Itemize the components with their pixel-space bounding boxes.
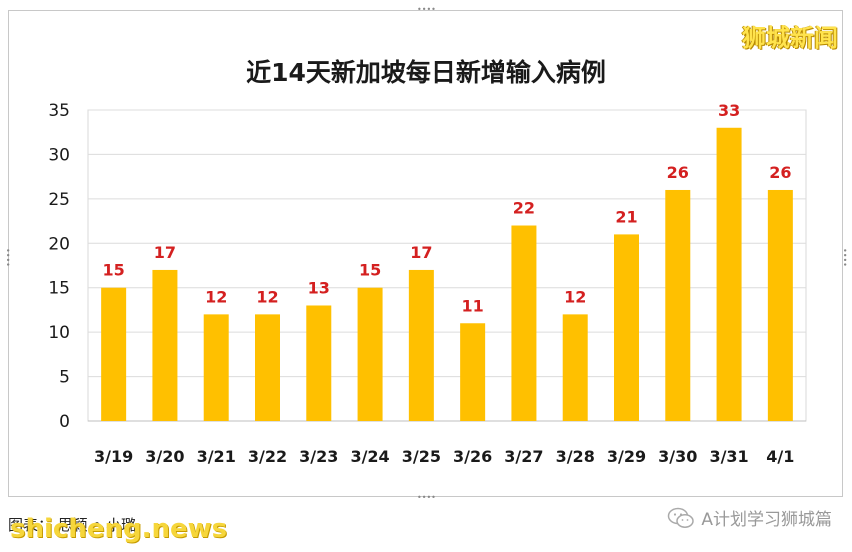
chart-title: 近14天新加坡每日新增输入病例 xyxy=(246,58,606,87)
bar xyxy=(357,287,383,421)
right-resize-handle[interactable]: •••• xyxy=(840,248,849,267)
plot-area xyxy=(87,109,807,422)
x-tick-label: 3/20 xyxy=(145,447,184,466)
x-tick-label: 3/24 xyxy=(350,447,389,466)
data-label: 21 xyxy=(615,207,637,226)
brand-logo: 狮城新闻 xyxy=(742,24,838,52)
x-tick-label: 3/28 xyxy=(556,447,595,466)
x-tick-label: 3/25 xyxy=(402,447,441,466)
data-label: 13 xyxy=(308,278,330,297)
bar xyxy=(460,323,486,421)
data-label: 22 xyxy=(513,199,535,218)
data-label: 17 xyxy=(410,243,432,262)
top-resize-handle[interactable]: •••• xyxy=(417,5,436,14)
y-tick-label: 15 xyxy=(48,279,70,299)
wechat-account-name: A计划学习狮城篇 xyxy=(701,510,832,530)
bar xyxy=(408,269,434,421)
x-tick-label: 3/26 xyxy=(453,447,492,466)
bar xyxy=(665,189,691,421)
chart-credit: 图表： 思颖 • 小璐 xyxy=(8,516,137,534)
data-label: 15 xyxy=(359,261,381,280)
data-label: 26 xyxy=(667,163,689,182)
x-tick-label: 3/19 xyxy=(94,447,133,466)
bar xyxy=(306,305,332,421)
wechat-icon xyxy=(668,507,695,528)
bottom-resize-handle[interactable]: •••• xyxy=(417,493,436,502)
x-tick-label: 3/27 xyxy=(504,447,543,466)
bar xyxy=(203,314,229,421)
bar xyxy=(101,287,127,421)
y-tick-label: 20 xyxy=(48,234,70,254)
x-tick-label: 3/21 xyxy=(197,447,236,466)
data-label: 17 xyxy=(154,243,176,262)
data-label: 12 xyxy=(564,287,586,306)
data-label: 12 xyxy=(205,287,227,306)
x-tick-label: 3/22 xyxy=(248,447,287,466)
y-tick-label: 0 xyxy=(59,412,70,432)
wechat-account: A计划学习狮城篇 xyxy=(667,505,832,530)
data-label: 33 xyxy=(718,101,740,120)
bar xyxy=(767,189,793,421)
data-label: 11 xyxy=(462,296,484,315)
bar xyxy=(511,225,537,421)
x-tick-label: 3/29 xyxy=(607,447,646,466)
y-tick-label: 25 xyxy=(48,190,70,210)
bar xyxy=(255,314,280,421)
y-tick-label: 30 xyxy=(48,145,70,165)
bar xyxy=(716,127,742,422)
bar xyxy=(152,269,178,421)
y-tick-label: 35 xyxy=(48,101,70,121)
site-watermark: shicheng.news xyxy=(10,514,228,544)
bar xyxy=(562,314,588,421)
x-tick-label: 3/23 xyxy=(299,447,338,466)
x-tick-label: 4/1 xyxy=(766,447,794,466)
data-label: 26 xyxy=(769,163,791,182)
left-resize-handle[interactable]: •••• xyxy=(3,248,12,267)
x-tick-label: 3/30 xyxy=(658,447,697,466)
bar xyxy=(614,234,639,421)
y-tick-label: 5 xyxy=(59,368,70,388)
x-tick-label: 3/31 xyxy=(709,447,748,466)
y-tick-label: 10 xyxy=(48,323,70,343)
data-label: 15 xyxy=(103,261,125,280)
data-label: 12 xyxy=(256,287,278,306)
